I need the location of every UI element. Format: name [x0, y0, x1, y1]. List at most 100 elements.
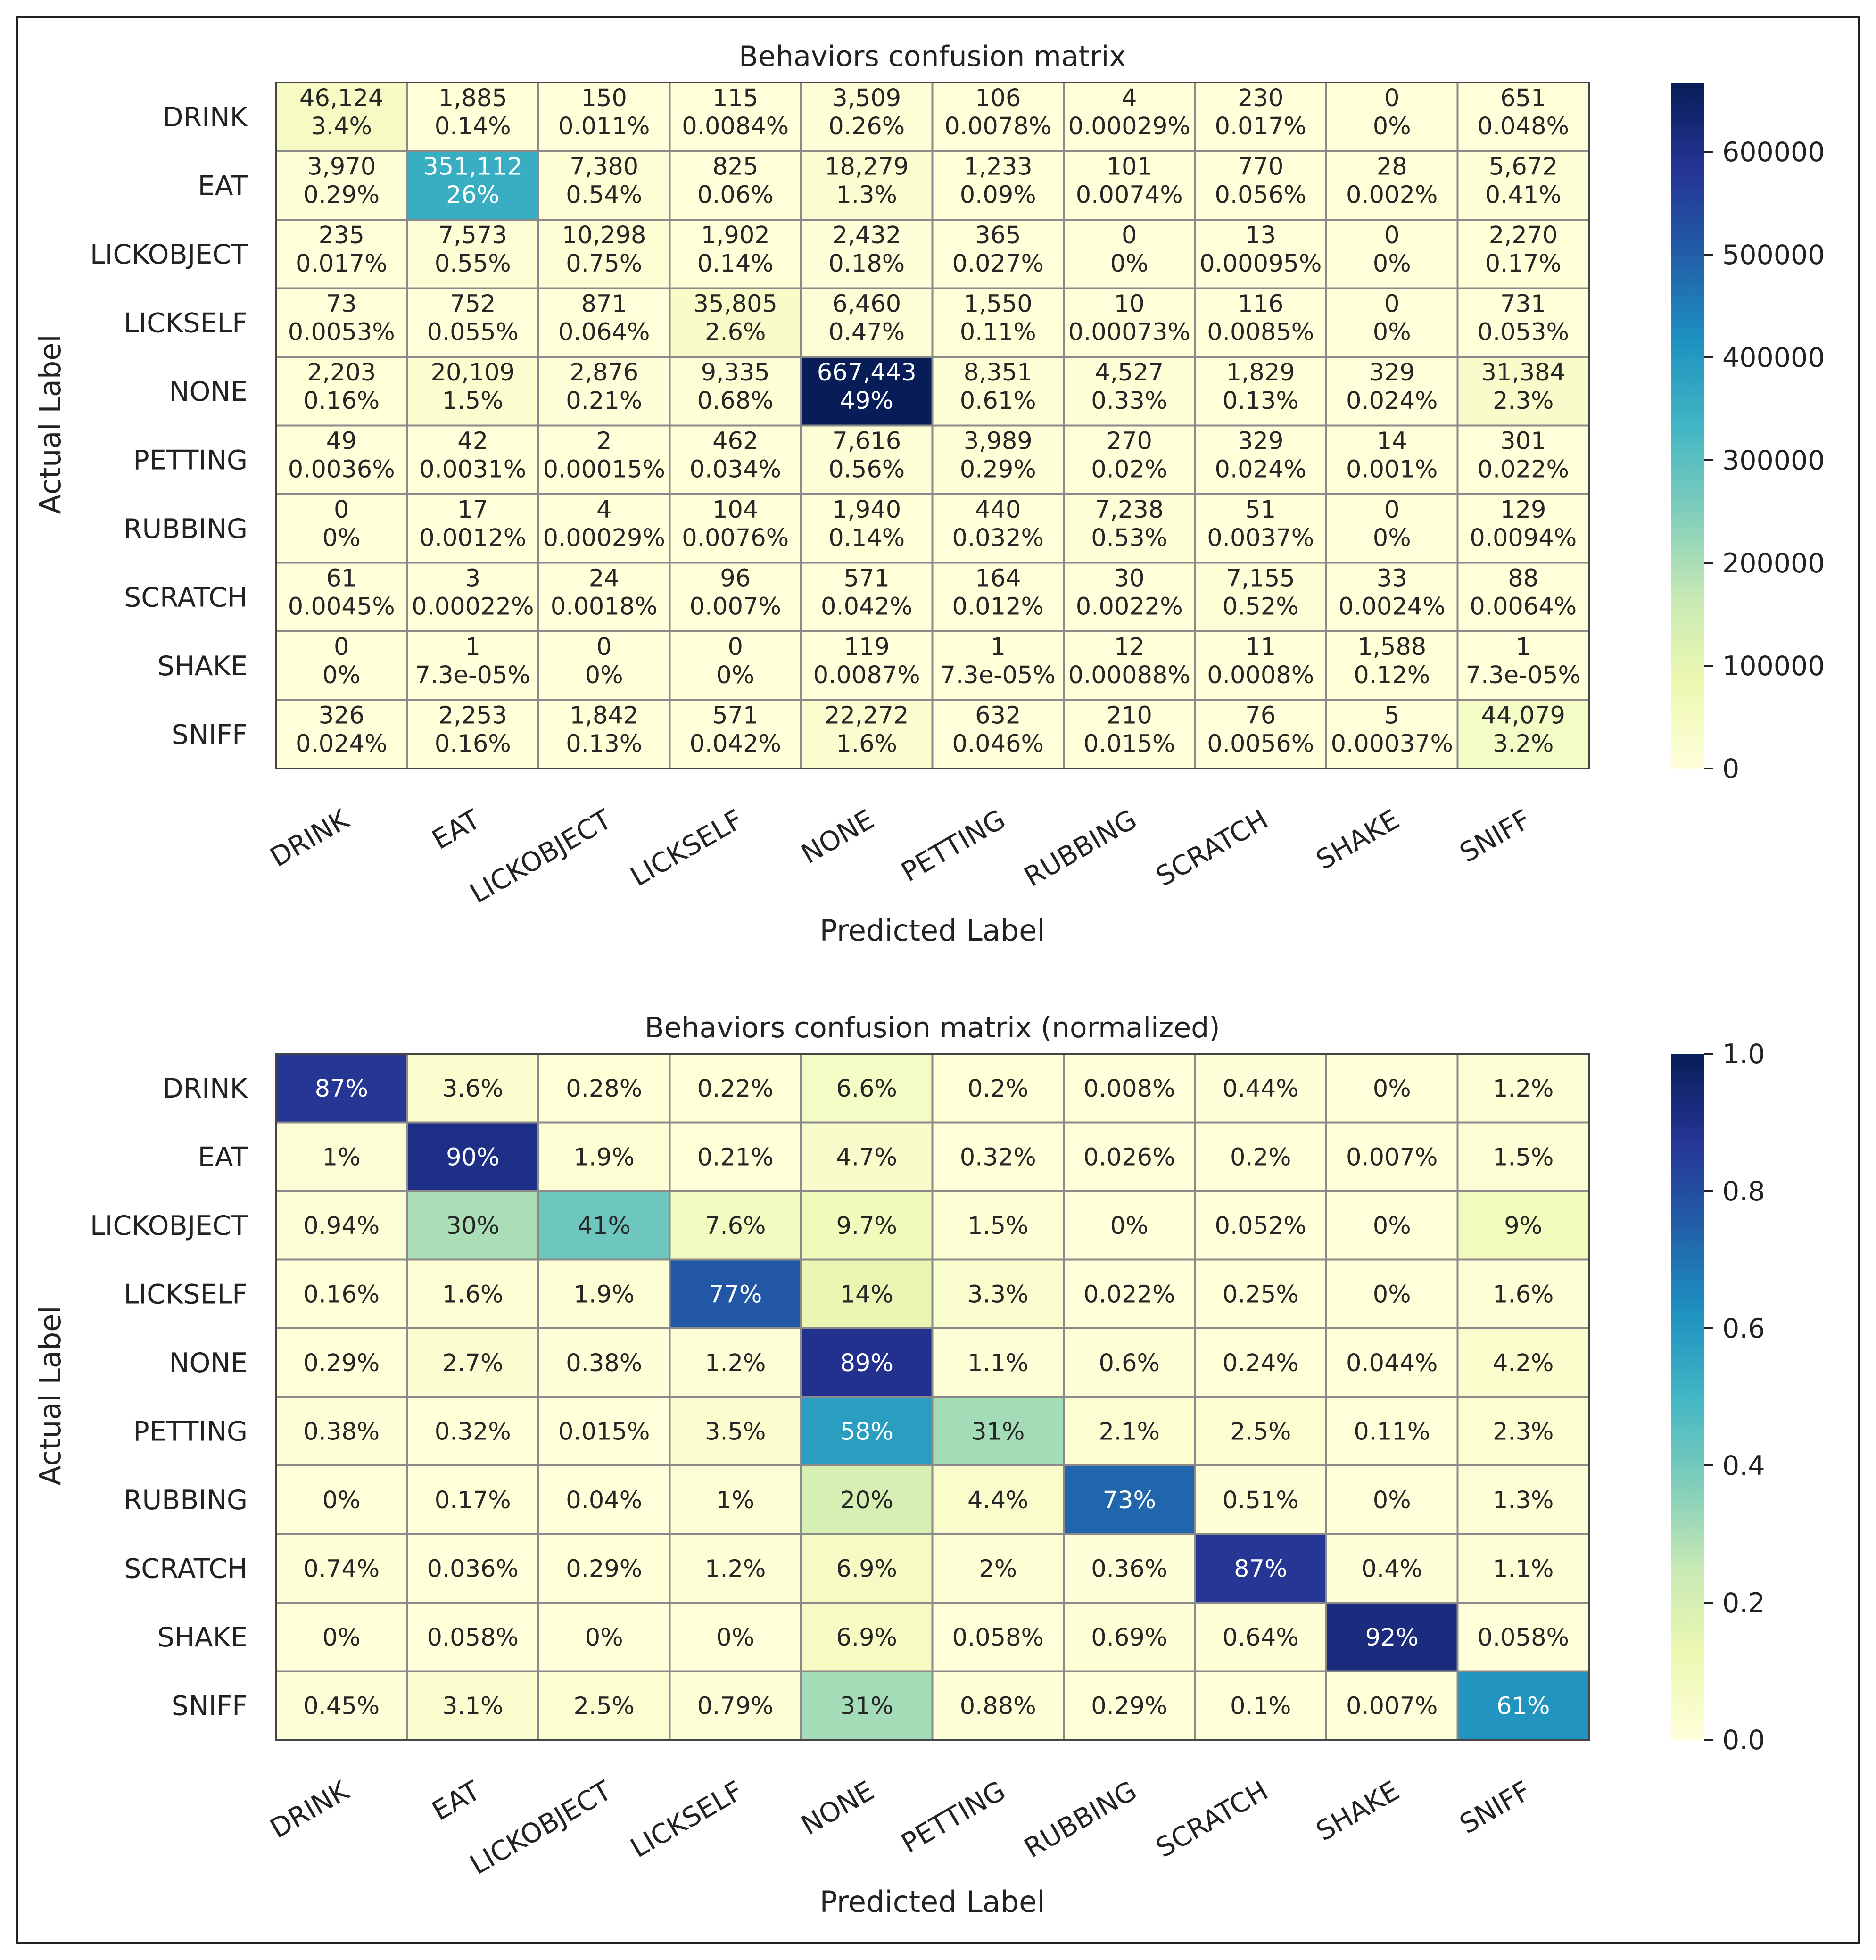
- heatmap-cell: [275, 356, 408, 427]
- chart-title: Behaviors confusion matrix: [739, 40, 1126, 73]
- cell-value-label: 0.38%: [566, 1349, 642, 1377]
- cell-percent-label: 1.5%: [442, 387, 504, 415]
- cell-count-label: 76: [1245, 702, 1276, 730]
- cell-count-label: 365: [975, 222, 1021, 249]
- cell-value-label: 2.3%: [1493, 1418, 1554, 1446]
- cell-percent-label: 0.042%: [821, 593, 912, 621]
- cell-count-label: 6,460: [832, 290, 901, 318]
- colorbar-tick-label: 0: [1722, 753, 1739, 785]
- heatmap-cell: [537, 1533, 671, 1604]
- cell-value-label: 9.7%: [836, 1212, 897, 1240]
- cell-value-label: 1%: [716, 1487, 754, 1514]
- y-tick-label: LICKOBJECT: [90, 1210, 248, 1241]
- cell-count-label: 164: [975, 565, 1021, 593]
- cell-percent-label: 0%: [1373, 113, 1411, 141]
- cell-count-label: 667,443: [817, 359, 917, 387]
- cell-count-label: 4: [596, 496, 612, 524]
- cell-value-label: 0.79%: [697, 1692, 774, 1720]
- cell-percent-label: 0.06%: [697, 182, 774, 209]
- cell-value-label: 0.007%: [1346, 1143, 1438, 1171]
- cell-value-label: 0.88%: [960, 1692, 1036, 1720]
- cell-count-label: 11: [1245, 633, 1276, 661]
- heatmap-cell: [537, 562, 671, 632]
- cell-percent-label: 0%: [322, 524, 361, 552]
- heatmap-cell: [1194, 1258, 1327, 1329]
- colorbar-tick-label: 600000: [1722, 137, 1825, 168]
- cell-percent-label: 0.56%: [828, 456, 905, 484]
- cell-percent-label: 1.6%: [836, 730, 897, 758]
- cell-value-label: 0%: [1110, 1212, 1149, 1240]
- cell-count-label: 7,380: [570, 153, 638, 181]
- cell-count-label: 3,509: [832, 84, 901, 112]
- heatmap-cell: [1456, 1464, 1590, 1535]
- cell-count-label: 88: [1508, 565, 1538, 593]
- x-tick-label: SNIFF: [1455, 1775, 1536, 1840]
- cell-value-label: 0.17%: [435, 1487, 511, 1514]
- cell-percent-label: 3.4%: [311, 113, 372, 141]
- cell-count-label: 3,970: [307, 153, 376, 181]
- cell-value-label: 0.36%: [1091, 1555, 1167, 1583]
- heatmap-cell: [1456, 562, 1590, 632]
- heatmap-cell: [931, 1396, 1065, 1466]
- cell-count-label: 10,298: [562, 222, 646, 249]
- cell-count-label: 632: [975, 702, 1021, 730]
- cell-percent-label: 0.0031%: [419, 456, 526, 484]
- heatmap-cell: [1063, 150, 1196, 221]
- heatmap-cell: [1063, 699, 1196, 769]
- cell-value-label: 30%: [446, 1212, 499, 1240]
- cell-percent-label: 0.00037%: [1331, 730, 1453, 758]
- cell-count-label: 46,124: [299, 84, 383, 112]
- cell-value-label: 0.008%: [1083, 1075, 1175, 1103]
- x-axis-label: Predicted Label: [819, 913, 1045, 948]
- cell-percent-label: 0.55%: [435, 250, 511, 278]
- cell-value-label: 0.28%: [566, 1075, 642, 1103]
- x-tick-label: EAT: [427, 804, 485, 856]
- cell-count-label: 13: [1245, 222, 1276, 249]
- cell-percent-label: 0.064%: [558, 319, 650, 347]
- cell-percent-label: 0.14%: [697, 250, 774, 278]
- heatmap-cell: [1194, 219, 1327, 289]
- cell-count-label: 329: [1238, 428, 1283, 455]
- cell-value-label: 0.058%: [1478, 1624, 1569, 1652]
- cell-value-label: 58%: [840, 1418, 893, 1446]
- heatmap-cell: [537, 424, 671, 495]
- cell-count-label: 5,672: [1489, 153, 1558, 181]
- cell-percent-label: 0.13%: [566, 730, 642, 758]
- cell-value-label: 0.16%: [303, 1281, 380, 1308]
- cell-value-label: 0.04%: [566, 1487, 642, 1514]
- heatmap-cell: [275, 219, 408, 289]
- heatmap-cell: [669, 1464, 802, 1535]
- y-tick-label: SHAKE: [157, 651, 248, 682]
- heatmap-cell: [537, 1121, 671, 1192]
- y-tick-label: PETTING: [133, 1416, 248, 1447]
- heatmap-cell: [1063, 1464, 1196, 1535]
- cell-percent-label: 0.022%: [1478, 456, 1569, 484]
- heatmap-cell: [1456, 1053, 1590, 1124]
- cell-count-label: 106: [975, 84, 1021, 112]
- cell-percent-label: 0.47%: [828, 319, 905, 347]
- heatmap-cell: [1325, 150, 1459, 221]
- cell-value-label: 92%: [1365, 1624, 1419, 1652]
- heatmap-cell: [1194, 630, 1327, 701]
- cell-value-label: 0.6%: [1099, 1349, 1160, 1377]
- cell-percent-label: 0.0094%: [1470, 524, 1577, 552]
- cell-value-label: 0.022%: [1083, 1281, 1175, 1308]
- cell-value-label: 0.044%: [1346, 1349, 1438, 1377]
- cell-value-label: 0.38%: [303, 1418, 380, 1446]
- x-tick-label: DRINK: [265, 1775, 355, 1844]
- cell-percent-label: 0.0045%: [288, 593, 395, 621]
- cell-count-label: 0: [728, 633, 743, 661]
- y-tick-label: SHAKE: [157, 1622, 248, 1653]
- y-tick-label: NONE: [169, 1348, 248, 1379]
- x-axis-label: Predicted Label: [819, 1885, 1045, 1919]
- x-tick-label: EAT: [427, 1775, 485, 1827]
- cell-value-label: 87%: [315, 1075, 368, 1103]
- cell-percent-label: 0.0018%: [551, 593, 658, 621]
- cell-percent-label: 0.034%: [690, 456, 781, 484]
- cell-value-label: 2.7%: [442, 1349, 504, 1377]
- cell-percent-label: 0.017%: [296, 250, 387, 278]
- cell-count-label: 0: [1384, 496, 1399, 524]
- cell-count-label: 22,272: [825, 702, 909, 730]
- heatmap-cell: [800, 1121, 934, 1192]
